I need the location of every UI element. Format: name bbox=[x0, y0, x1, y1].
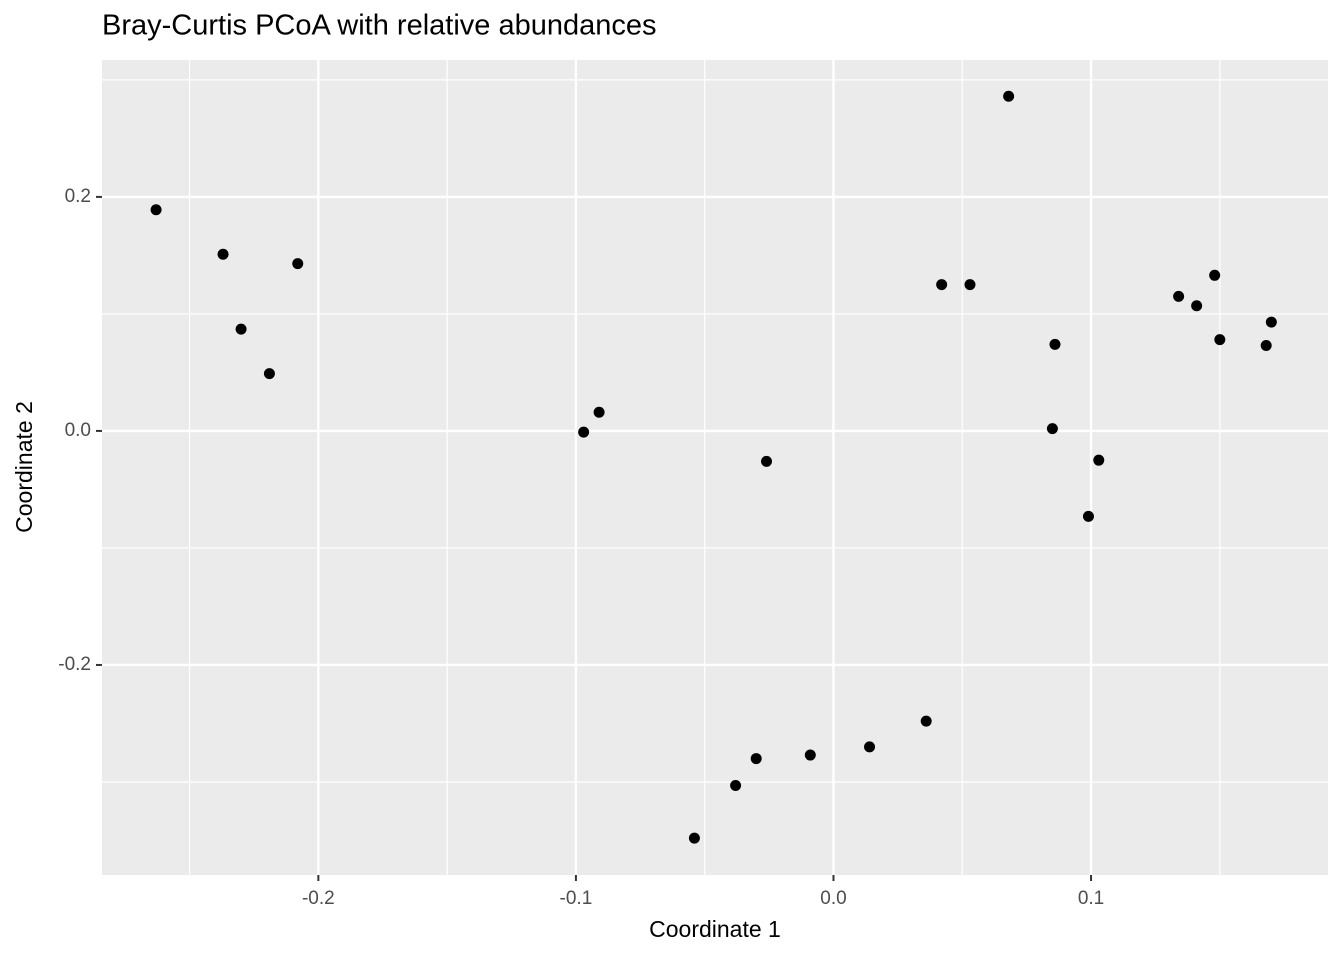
x-axis-title: Coordinate 1 bbox=[649, 916, 781, 942]
points bbox=[150, 90, 1277, 844]
point bbox=[1003, 90, 1015, 102]
point bbox=[1265, 316, 1277, 328]
ticks: -0.2 -0.1 0.0 0.1 -0.2 0.0 0.2 bbox=[58, 186, 1104, 909]
point bbox=[1173, 290, 1185, 302]
point bbox=[263, 368, 275, 380]
point bbox=[688, 832, 700, 844]
y-tick-label: 0.2 bbox=[65, 186, 91, 207]
point bbox=[1049, 338, 1061, 350]
point bbox=[1214, 334, 1226, 346]
point bbox=[1260, 340, 1272, 352]
point bbox=[1209, 269, 1221, 281]
point bbox=[864, 741, 876, 753]
x-tick-label: -0.2 bbox=[302, 888, 335, 909]
point bbox=[920, 715, 932, 727]
y-tick-label: -0.2 bbox=[58, 654, 91, 675]
point bbox=[1082, 510, 1094, 522]
chart-title: Bray-Curtis PCoA with relative abundance… bbox=[102, 10, 656, 42]
point bbox=[217, 248, 229, 260]
point bbox=[750, 753, 762, 765]
point bbox=[804, 749, 816, 761]
x-tick-label: 0.0 bbox=[820, 888, 846, 909]
point bbox=[1046, 423, 1058, 435]
point bbox=[1093, 454, 1105, 466]
x-tick-label: -0.1 bbox=[560, 888, 593, 909]
point bbox=[578, 426, 590, 438]
y-axis-title: Coordinate 2 bbox=[11, 401, 37, 533]
panel bbox=[102, 60, 1328, 875]
point bbox=[1191, 300, 1203, 312]
point bbox=[150, 204, 162, 216]
point bbox=[964, 279, 976, 291]
point bbox=[761, 455, 773, 467]
y-tick-label: 0.0 bbox=[65, 420, 91, 441]
point bbox=[936, 279, 948, 291]
grid bbox=[102, 60, 1328, 875]
point bbox=[235, 323, 247, 335]
point bbox=[730, 779, 742, 791]
point bbox=[292, 258, 304, 270]
point bbox=[593, 406, 605, 418]
x-tick-label: 0.1 bbox=[1078, 888, 1104, 909]
